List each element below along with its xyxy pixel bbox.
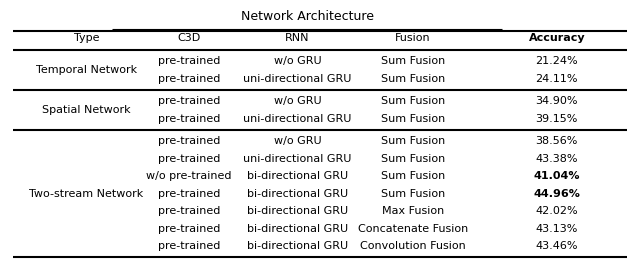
Text: 21.24%: 21.24% (536, 56, 578, 66)
Text: pre-trained: pre-trained (157, 96, 220, 106)
Text: pre-trained: pre-trained (157, 224, 220, 234)
Text: Sum Fusion: Sum Fusion (381, 74, 445, 84)
Text: pre-trained: pre-trained (157, 154, 220, 164)
Text: Network Architecture: Network Architecture (241, 10, 374, 23)
Text: 39.15%: 39.15% (536, 114, 578, 124)
Text: 34.90%: 34.90% (536, 96, 578, 106)
Text: Fusion: Fusion (395, 33, 431, 43)
Text: Sum Fusion: Sum Fusion (381, 154, 445, 164)
Text: Temporal Network: Temporal Network (36, 65, 137, 75)
Text: Type: Type (74, 33, 99, 43)
Text: pre-trained: pre-trained (157, 136, 220, 146)
Text: Sum Fusion: Sum Fusion (381, 189, 445, 198)
Text: pre-trained: pre-trained (157, 56, 220, 66)
Text: 43.38%: 43.38% (536, 154, 578, 164)
Text: w/o GRU: w/o GRU (274, 56, 321, 66)
Text: bi-directional GRU: bi-directional GRU (247, 189, 348, 198)
Text: C3D: C3D (177, 33, 200, 43)
Text: Sum Fusion: Sum Fusion (381, 114, 445, 124)
Text: Sum Fusion: Sum Fusion (381, 136, 445, 146)
Text: pre-trained: pre-trained (157, 241, 220, 251)
Text: pre-trained: pre-trained (157, 114, 220, 124)
Text: Spatial Network: Spatial Network (42, 105, 131, 115)
Text: Sum Fusion: Sum Fusion (381, 56, 445, 66)
Text: Convolution Fusion: Convolution Fusion (360, 241, 466, 251)
Text: 43.46%: 43.46% (536, 241, 578, 251)
Text: pre-trained: pre-trained (157, 189, 220, 198)
Text: Sum Fusion: Sum Fusion (381, 96, 445, 106)
Text: pre-trained: pre-trained (157, 74, 220, 84)
Text: w/o GRU: w/o GRU (274, 96, 321, 106)
Text: Concatenate Fusion: Concatenate Fusion (358, 224, 468, 234)
Text: uni-directional GRU: uni-directional GRU (243, 154, 352, 164)
Text: 43.13%: 43.13% (536, 224, 578, 234)
Text: 42.02%: 42.02% (536, 206, 578, 216)
Text: bi-directional GRU: bi-directional GRU (247, 241, 348, 251)
Text: Sum Fusion: Sum Fusion (381, 171, 445, 181)
Text: 24.11%: 24.11% (536, 74, 578, 84)
Text: w/o pre-trained: w/o pre-trained (146, 171, 232, 181)
Text: bi-directional GRU: bi-directional GRU (247, 224, 348, 234)
Text: 38.56%: 38.56% (536, 136, 578, 146)
Text: bi-directional GRU: bi-directional GRU (247, 206, 348, 216)
Text: Two-stream Network: Two-stream Network (29, 189, 143, 198)
Text: bi-directional GRU: bi-directional GRU (247, 171, 348, 181)
Text: 41.04%: 41.04% (534, 171, 580, 181)
Text: uni-directional GRU: uni-directional GRU (243, 74, 352, 84)
Text: w/o GRU: w/o GRU (274, 136, 321, 146)
Text: 44.96%: 44.96% (533, 189, 580, 198)
Text: Max Fusion: Max Fusion (381, 206, 444, 216)
Text: uni-directional GRU: uni-directional GRU (243, 114, 352, 124)
Text: RNN: RNN (285, 33, 310, 43)
Text: Accuracy: Accuracy (529, 33, 585, 43)
Text: pre-trained: pre-trained (157, 206, 220, 216)
